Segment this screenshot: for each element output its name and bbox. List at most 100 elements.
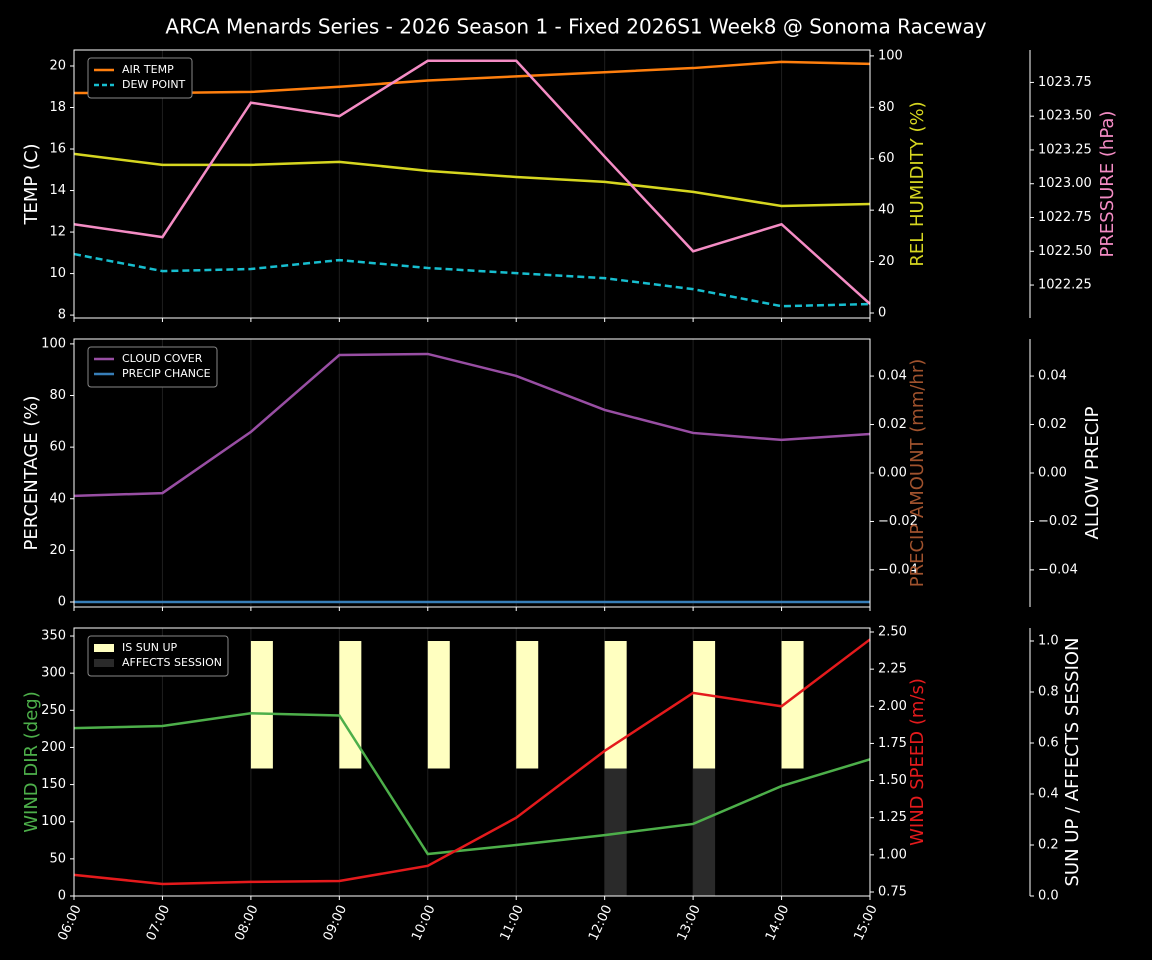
y-tick-label: 14	[49, 183, 66, 198]
y-tick-label: 2.25	[878, 662, 907, 677]
bar	[516, 641, 539, 769]
y-tick-label: 1.0	[1038, 634, 1059, 649]
axis-label: PRECIP AMOUNT (mm/hr)	[907, 359, 928, 588]
axis-label: WIND DIR (deg)	[21, 691, 42, 833]
axis-label: TEMP (C)	[21, 143, 42, 225]
y-tick-label: 1023.25	[1038, 142, 1092, 157]
legend-label: AFFECTS SESSION	[122, 656, 222, 669]
series-line	[73, 352, 871, 498]
x-tick-label: 11:00	[498, 903, 527, 943]
y-tick-label: 40	[49, 491, 66, 506]
x-tick-label: 12:00	[586, 903, 615, 943]
series-line	[73, 638, 871, 886]
series-line	[74, 60, 871, 95]
plot-frame	[73, 49, 871, 319]
legend-label: PRECIP CHANCE	[122, 367, 211, 380]
y-tick-label: 1.25	[878, 810, 907, 825]
y-tick-label: 0.02	[878, 417, 907, 432]
x-tick-label: 10:00	[409, 903, 438, 943]
bar	[693, 641, 716, 769]
y-tick-label: 200	[41, 740, 66, 755]
bar	[427, 641, 450, 769]
y-tick-label: 350	[41, 629, 66, 644]
y-tick-label: 20	[878, 254, 895, 269]
bar	[604, 641, 627, 769]
y-tick-label: −0.02	[878, 514, 918, 529]
y-tick-label: 1023.75	[1038, 75, 1092, 90]
axis-label: ALLOW PRECIP	[1082, 406, 1103, 539]
y-tick-label: 1022.75	[1038, 210, 1092, 225]
y-tick-label: 2.50	[878, 625, 907, 640]
bar	[250, 641, 273, 769]
y-tick-label: 1.75	[878, 736, 907, 751]
y-tick-label: 1023.50	[1038, 109, 1092, 124]
series-line	[73, 59, 871, 305]
x-tick-label: 07:00	[144, 903, 173, 943]
y-tick-label: 20	[49, 543, 66, 558]
y-tick-label: 0.04	[1038, 369, 1067, 384]
legend-box	[87, 346, 218, 388]
legend-label: DEW POINT	[122, 78, 186, 91]
axis-label: PERCENTAGE (%)	[21, 395, 42, 550]
y-tick-label: 0.75	[878, 884, 907, 899]
legend-box	[87, 635, 229, 677]
y-tick-label: 300	[41, 666, 66, 681]
y-tick-label: 0.4	[1038, 787, 1059, 802]
axis-label: PRESSURE (hPa)	[1097, 111, 1118, 258]
legend-box	[87, 57, 193, 99]
axis-label: WIND SPEED (m/s)	[907, 678, 928, 846]
y-tick-label: 1022.50	[1038, 244, 1092, 259]
y-tick-label: 0	[878, 305, 886, 320]
y-tick-label: 2.00	[878, 699, 907, 714]
x-tick-label: 06:00	[55, 903, 84, 943]
y-tick-label: 8	[58, 308, 66, 323]
chart-title: ARCA Menards Series - 2026 Season 1 - Fi…	[165, 15, 986, 39]
y-tick-label: −0.02	[1038, 514, 1078, 529]
y-tick-label: 1.00	[878, 847, 907, 862]
y-tick-label: 0	[58, 594, 66, 609]
x-tick-label: 14:00	[763, 903, 792, 943]
legend-label: IS SUN UP	[122, 641, 178, 654]
legend-label: CLOUD COVER	[122, 352, 203, 365]
y-tick-label: 18	[49, 100, 66, 115]
y-tick-label: 0.6	[1038, 736, 1059, 751]
y-tick-label: 60	[878, 151, 895, 166]
legend-label: AIR TEMP	[122, 63, 174, 76]
y-tick-label: 0.00	[878, 466, 907, 481]
y-tick-label: 100	[41, 814, 66, 829]
y-tick-label: 12	[49, 225, 66, 240]
y-tick-label: 0.00	[1038, 466, 1067, 481]
y-tick-label: 0.8	[1038, 685, 1059, 700]
bar	[693, 768, 716, 896]
y-tick-label: 1022.25	[1038, 278, 1092, 293]
y-tick-label: 40	[878, 203, 895, 218]
x-tick-label: 08:00	[232, 903, 261, 943]
x-tick-label: 09:00	[321, 903, 350, 943]
bar	[781, 641, 804, 769]
y-tick-label: −0.04	[878, 562, 918, 577]
y-tick-label: 80	[49, 388, 66, 403]
y-tick-label: 250	[41, 703, 66, 718]
legend-swatch	[94, 659, 114, 667]
y-tick-label: 0.04	[878, 369, 907, 384]
series-line	[73, 252, 871, 308]
y-tick-label: 20	[49, 58, 66, 73]
x-tick-label: 13:00	[674, 903, 703, 943]
plot-frame	[73, 627, 871, 897]
y-tick-label: 80	[878, 100, 895, 115]
x-tick-label: 15:00	[851, 903, 880, 943]
y-tick-label: 1.50	[878, 773, 907, 788]
y-tick-label: 0.02	[1038, 417, 1067, 432]
y-tick-label: −0.04	[1038, 562, 1078, 577]
axis-label: SUN UP / AFFECTS SESSION	[1062, 637, 1083, 886]
y-tick-label: 0.2	[1038, 838, 1059, 853]
legend-swatch	[94, 644, 114, 652]
series-line	[73, 712, 871, 856]
bar	[339, 641, 362, 769]
y-tick-label: 100	[878, 48, 903, 63]
y-tick-label: 0.0	[1038, 889, 1059, 904]
y-tick-label: 0	[58, 889, 66, 904]
y-tick-label: 1023.00	[1038, 176, 1092, 191]
y-tick-label: 10	[49, 266, 66, 281]
